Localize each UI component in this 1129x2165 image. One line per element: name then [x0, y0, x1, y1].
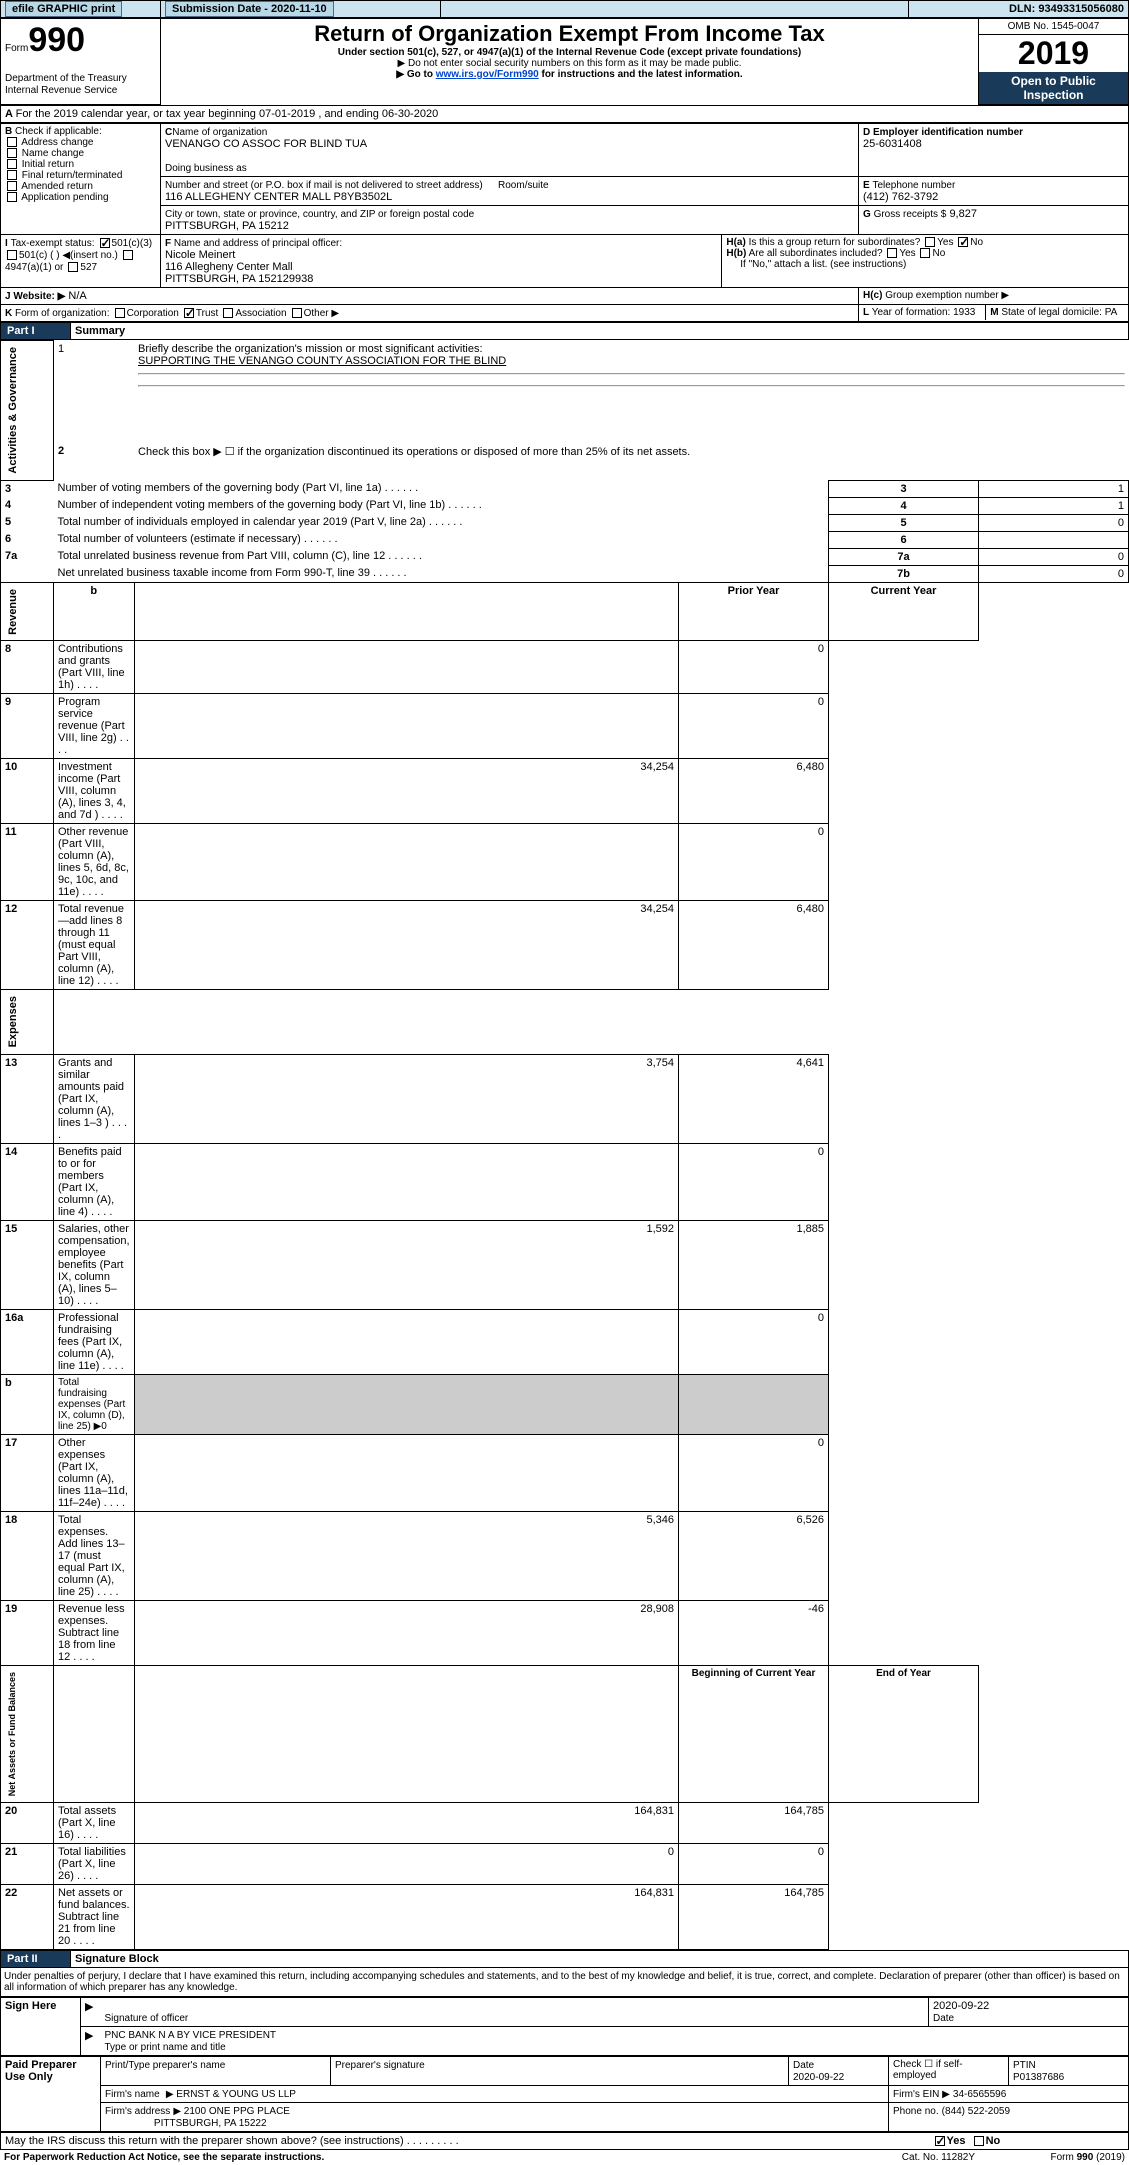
data-row: 12Total revenue—add lines 8 through 11 (… — [1, 901, 1129, 990]
data-row: 8Contributions and grants (Part VIII, li… — [1, 641, 1129, 694]
data-row: 13Grants and similar amounts paid (Part … — [1, 1054, 1129, 1143]
efile-btn[interactable]: efile GRAPHIC print — [5, 1, 122, 17]
summary-row: 4 Number of independent voting members o… — [1, 497, 1129, 514]
summary-row: Net unrelated business taxable income fr… — [1, 565, 1129, 582]
data-row: 20Total assets (Part X, line 16) . . . .… — [1, 1803, 1129, 1844]
paid-preparer: Paid Preparer Use Only Print/Type prepar… — [0, 2056, 1129, 2132]
top-bar: efile GRAPHIC print Submission Date - 20… — [0, 0, 1129, 18]
sign-here: Sign Here ▶ Signature of officer 2020-09… — [0, 1997, 1129, 2056]
entity-grid: B Check if applicable: Address change Na… — [0, 123, 1129, 322]
data-row: bTotal fundraising expenses (Part IX, co… — [1, 1374, 1129, 1434]
data-row: 15Salaries, other compensation, employee… — [1, 1220, 1129, 1309]
header: Form990 Department of the Treasury Inter… — [0, 18, 1129, 105]
tax-year: 2019 — [979, 35, 1128, 72]
phone: (412) 762-3792 — [863, 191, 938, 203]
data-row: 9Program service revenue (Part VIII, lin… — [1, 694, 1129, 759]
form-title: Return of Organization Exempt From Incom… — [165, 21, 974, 47]
org-name: VENANGO CO ASSOC FOR BLIND TUA — [165, 138, 367, 150]
data-row: 22Net assets or fund balances. Subtract … — [1, 1885, 1129, 1950]
data-row: 18Total expenses. Add lines 13–17 (must … — [1, 1511, 1129, 1600]
part2-label: Part II — [1, 1951, 71, 1968]
summary-row: 6 Total number of volunteers (estimate i… — [1, 531, 1129, 548]
summary-row: 3 Number of voting members of the govern… — [1, 480, 1129, 497]
subdate-btn[interactable]: Submission Date - 2020-11-10 — [165, 1, 334, 17]
data-row: 17Other expenses (Part IX, column (A), l… — [1, 1434, 1129, 1511]
data-row: 11Other revenue (Part VIII, column (A), … — [1, 824, 1129, 901]
summary-table: Activities & Governance 1 Briefly descri… — [0, 340, 1129, 1950]
form990-link[interactable]: www.irs.gov/Form990 — [436, 69, 539, 80]
summary-row: 7a Total unrelated business revenue from… — [1, 548, 1129, 565]
data-row: 10Investment income (Part VIII, column (… — [1, 759, 1129, 824]
ein: 25-6031408 — [863, 138, 922, 150]
form-number: 990 — [28, 21, 85, 59]
data-row: 16aProfessional fundraising fees (Part I… — [1, 1309, 1129, 1374]
declaration: Under penalties of perjury, I declare th… — [0, 1968, 1129, 1997]
data-row: 19Revenue less expenses. Subtract line 1… — [1, 1600, 1129, 1665]
data-row: 14Benefits paid to or for members (Part … — [1, 1143, 1129, 1220]
data-row: 21Total liabilities (Part X, line 26) . … — [1, 1844, 1129, 1885]
summary-row: 5 Total number of individuals employed i… — [1, 514, 1129, 531]
dln: DLN: 93493315056080 — [909, 1, 1129, 18]
part1-label: Part I — [1, 323, 71, 340]
